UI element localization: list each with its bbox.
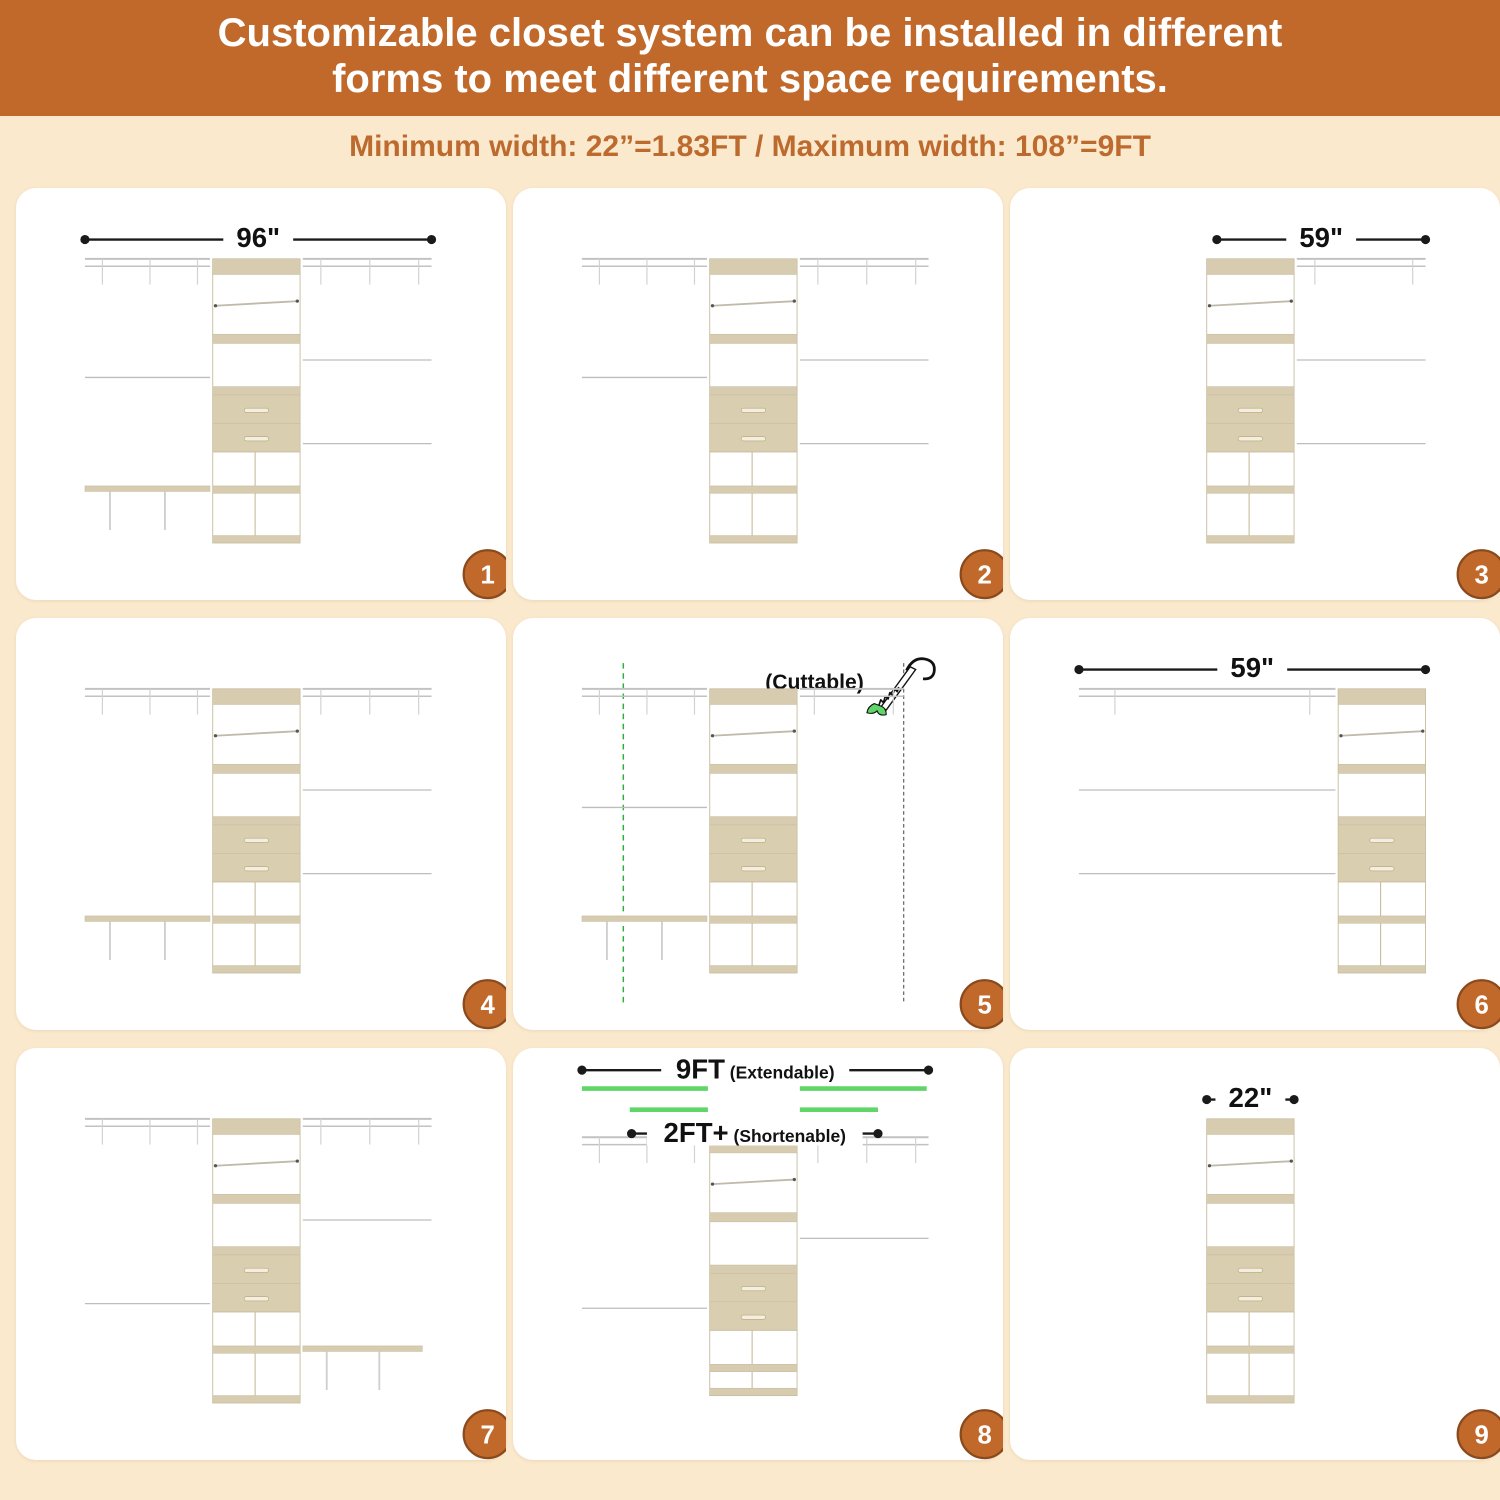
svg-text:6: 6 <box>1474 991 1488 1019</box>
svg-text:9: 9 <box>1474 1421 1488 1449</box>
svg-text:2: 2 <box>977 561 991 589</box>
svg-text:1: 1 <box>480 561 494 589</box>
svg-text:22": 22" <box>1229 1082 1273 1113</box>
svg-text:59": 59" <box>1299 222 1343 253</box>
svg-text:59": 59" <box>1230 652 1274 683</box>
svg-text:5: 5 <box>977 991 991 1019</box>
svg-text:7: 7 <box>480 1421 494 1449</box>
svg-text:8: 8 <box>977 1421 991 1449</box>
svg-text:3: 3 <box>1474 561 1488 589</box>
svg-text:96": 96" <box>236 222 280 253</box>
svg-text:4: 4 <box>480 991 495 1019</box>
